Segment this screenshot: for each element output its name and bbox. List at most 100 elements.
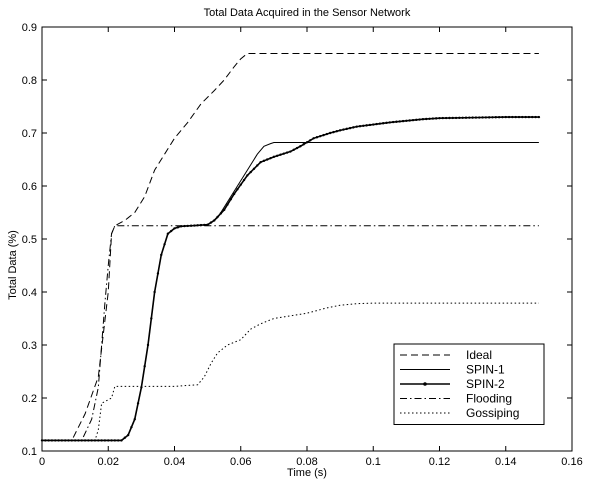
spin-2-point bbox=[103, 439, 107, 442]
spin-2-point bbox=[246, 174, 249, 177]
spin-2-point bbox=[501, 115, 504, 119]
spin-2-point bbox=[305, 141, 309, 144]
spin-2-point bbox=[319, 134, 322, 138]
spin-2-point bbox=[428, 117, 431, 121]
chart-title: Total Data Acquired in the Sensor Networ… bbox=[204, 7, 411, 19]
spin-2-point bbox=[289, 150, 292, 153]
spin-2-point bbox=[156, 272, 160, 275]
spin-2-point bbox=[335, 130, 339, 133]
spin-2-point bbox=[209, 221, 213, 224]
legend-item-gossiping: Gossiping bbox=[400, 406, 519, 420]
legend-item-spin-1: SPIN-1 bbox=[400, 363, 505, 377]
plot-frame bbox=[41, 26, 573, 452]
x-tick-label: 0.06 bbox=[230, 456, 251, 468]
spin-2-point bbox=[494, 116, 498, 119]
spin-2-point bbox=[252, 167, 256, 170]
spin-2-point bbox=[229, 198, 233, 201]
spin-2-point bbox=[348, 126, 352, 130]
spin-2-point bbox=[282, 152, 286, 155]
spin-2-point bbox=[222, 208, 226, 212]
legend-marker bbox=[423, 382, 427, 386]
legend-item-flooding: Flooding bbox=[400, 392, 512, 406]
spin-2-point bbox=[256, 164, 259, 167]
spin-2-point bbox=[272, 155, 276, 159]
spin-2-point bbox=[150, 317, 153, 320]
legend-label: Ideal bbox=[466, 348, 492, 362]
spin-2-point bbox=[385, 121, 388, 125]
spin-2-point bbox=[275, 154, 279, 157]
spin-2-point bbox=[133, 418, 136, 421]
spin-2-point bbox=[451, 116, 454, 120]
y-tick-label: 0.8 bbox=[22, 75, 37, 87]
spin-2-point bbox=[322, 133, 325, 137]
spin-2-point bbox=[408, 119, 411, 122]
spin-2-point bbox=[487, 116, 491, 119]
y-tick-label: 0.1 bbox=[22, 446, 37, 458]
spin-2-point bbox=[123, 436, 127, 439]
spin-2-point bbox=[345, 127, 348, 131]
legend-item-ideal: Ideal bbox=[400, 348, 492, 362]
y-tick-label: 0.2 bbox=[22, 393, 37, 405]
spin-2-point bbox=[478, 116, 481, 119]
spin-2-point bbox=[464, 116, 468, 119]
spin-2-point bbox=[63, 439, 67, 442]
spin-2-point bbox=[527, 115, 531, 119]
series-line-ideal bbox=[42, 53, 539, 441]
spin-2-point bbox=[362, 124, 365, 127]
spin-2-point bbox=[425, 117, 428, 121]
spin-2-point bbox=[196, 224, 199, 227]
spin-2-point bbox=[534, 115, 537, 119]
y-axis-label: Total Data (%) bbox=[7, 230, 19, 300]
x-tick-label: 0.08 bbox=[296, 456, 317, 468]
spin-2-point bbox=[295, 146, 299, 150]
spin-2-point bbox=[130, 425, 133, 429]
spin-2-point bbox=[186, 224, 189, 228]
series-layer bbox=[40, 53, 541, 442]
spin-2-point bbox=[100, 439, 103, 442]
spin-2-point bbox=[484, 116, 488, 119]
spin-2-point bbox=[504, 115, 507, 119]
spin-2-point bbox=[107, 439, 110, 442]
y-tick-label: 0.3 bbox=[22, 340, 37, 352]
spin-2-point bbox=[262, 159, 266, 163]
spin-2-point bbox=[87, 439, 90, 442]
spin-2-point bbox=[405, 119, 408, 123]
spin-2-point bbox=[454, 116, 458, 120]
spin-2-point bbox=[441, 116, 445, 120]
x-tick-label: 0.14 bbox=[495, 456, 516, 468]
spin-2-point bbox=[315, 136, 319, 139]
legend-label: SPIN-2 bbox=[466, 377, 505, 391]
spin-2-point bbox=[458, 116, 461, 120]
spin-2-point bbox=[160, 253, 163, 257]
spin-2-point bbox=[514, 115, 517, 119]
axis-ticks: 0 0.02 0.04 0.06 0.08 0.1 0.12 0.14 0.16 0.1 0.2 0.… bbox=[22, 22, 583, 468]
spin-2-point bbox=[153, 290, 156, 294]
legend-label: Flooding bbox=[466, 392, 512, 406]
spin-2-point bbox=[266, 158, 269, 161]
spin-2-point bbox=[398, 120, 401, 123]
spin-2-point bbox=[507, 115, 511, 119]
spin-2-point bbox=[521, 115, 524, 119]
spin-2-point bbox=[381, 122, 385, 125]
spin-2-point bbox=[269, 156, 272, 160]
spin-2-point bbox=[368, 123, 372, 127]
series-line-flooding bbox=[42, 225, 539, 441]
spin-2-point bbox=[146, 343, 150, 347]
spin-2-point bbox=[474, 116, 478, 119]
x-tick-label: 0.12 bbox=[429, 456, 450, 468]
y-tick-label: 0.5 bbox=[22, 234, 37, 246]
spin-2-point bbox=[166, 232, 170, 235]
legend-item-spin-2: SPIN-2 bbox=[400, 377, 505, 391]
spin-2-point bbox=[332, 130, 335, 134]
spin-2-point bbox=[431, 117, 435, 120]
spin-2-point bbox=[448, 116, 451, 120]
spin-2-point bbox=[213, 219, 216, 222]
spin-2-point bbox=[169, 229, 173, 233]
y-tick-label: 0.6 bbox=[22, 181, 37, 193]
spin-2-point bbox=[216, 215, 219, 219]
spin-2-point bbox=[355, 125, 358, 128]
spin-2-point bbox=[342, 128, 345, 131]
spin-2-point bbox=[232, 192, 236, 196]
